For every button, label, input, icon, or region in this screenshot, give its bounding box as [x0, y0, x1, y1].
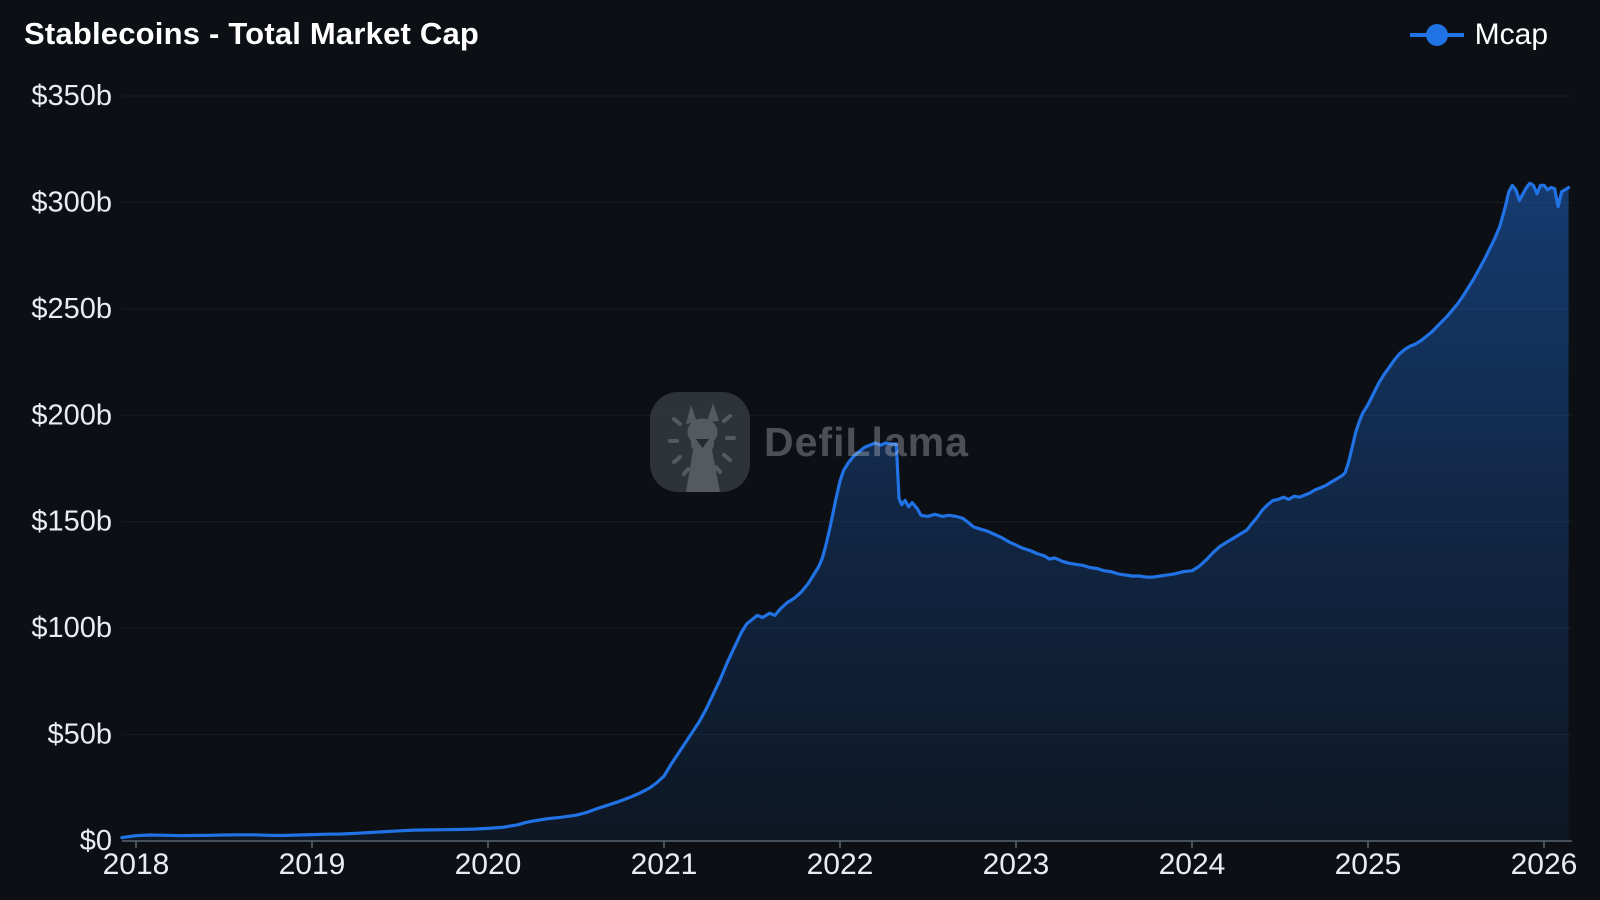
- area-fill: [121, 183, 1569, 842]
- y-axis-label: $50b: [47, 719, 112, 751]
- y-axis-label: $0: [80, 825, 112, 857]
- legend-label: Mcap: [1474, 18, 1548, 51]
- x-axis-label: 2018: [103, 848, 170, 881]
- page-title: Stablecoins - Total Market Cap: [24, 16, 480, 51]
- x-axis-label: 2024: [1159, 848, 1226, 881]
- x-axis-label: 2023: [983, 848, 1050, 881]
- x-axis-label: 2020: [455, 848, 522, 881]
- legend-item-mcap[interactable]: Mcap: [1408, 20, 1548, 50]
- y-axis-label: $250b: [31, 293, 112, 325]
- x-axis-label: 2022: [807, 848, 874, 881]
- x-axis-label: 2021: [631, 848, 698, 881]
- y-axis-label: $300b: [31, 186, 112, 218]
- y-axis-label: $200b: [31, 399, 112, 431]
- y-axis-label: $100b: [31, 612, 112, 644]
- legend-line-dot-icon: [1409, 24, 1464, 46]
- x-axis-label: 2019: [279, 848, 346, 881]
- legend-marker-dot: [1425, 24, 1448, 46]
- y-axis-label: $350b: [31, 80, 112, 112]
- x-axis-label: 2025: [1335, 848, 1402, 881]
- mcap-line-series: [120, 181, 1571, 840]
- x-axis-label: 2026: [1511, 848, 1578, 881]
- y-axis-label: $150b: [31, 506, 112, 538]
